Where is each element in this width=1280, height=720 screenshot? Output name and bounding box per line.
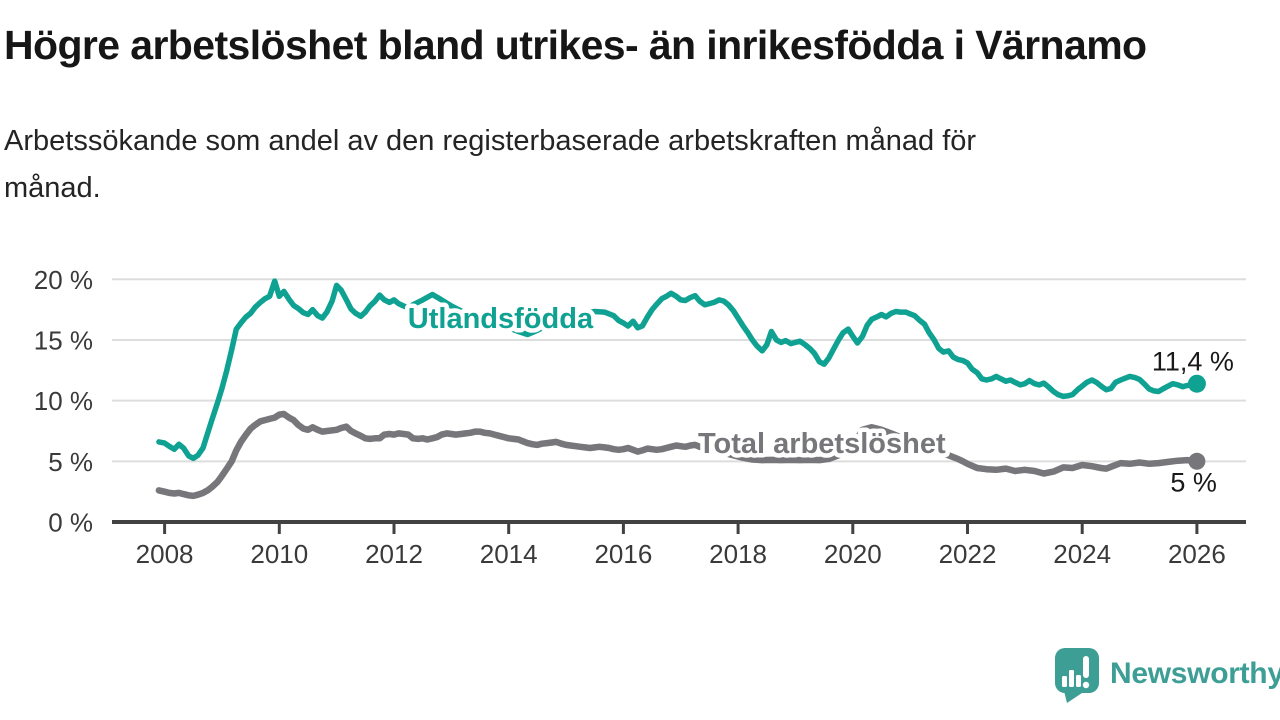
series-label-total: Total arbetslöshet: [698, 428, 946, 460]
x-tick-label: 2014: [480, 539, 538, 569]
x-tick-label: 2020: [824, 539, 882, 569]
end-dot-total: [1188, 452, 1206, 470]
x-tick-label: 2022: [939, 539, 997, 569]
end-dot-utlandsfodda: [1187, 374, 1206, 393]
end-value-label-total: 5 %: [1170, 467, 1217, 497]
y-tick-label: 5 %: [48, 447, 93, 477]
series-line-utlandsfodda: [156, 278, 1200, 462]
x-tick-label: 2012: [365, 539, 423, 569]
subtitle-line: Arbetssökande som andel av den registerb…: [4, 125, 977, 157]
bar-chart-exclamation-glyph: [1062, 656, 1090, 689]
y-tick-label: 0 %: [48, 508, 93, 538]
newsworthy-logo: Newsworthy: [1051, 645, 1280, 703]
y-tick-label: 15 %: [34, 325, 93, 355]
chart-subtitle: Arbetssökande som andel av den registerb…: [4, 118, 976, 212]
newsworthy-logo-text: Newsworthy: [1110, 657, 1280, 690]
subtitle-line: månad.: [4, 172, 101, 204]
y-tick-label: 10 %: [34, 386, 93, 416]
x-tick-label: 2024: [1053, 539, 1111, 569]
series-line-total: [155, 410, 1201, 500]
series-label-utlandsfodda: Utlandsfödda: [408, 303, 594, 335]
end-value-label-utlandsfodda: 11,4 %: [1152, 347, 1234, 377]
x-tick-label: 2008: [136, 539, 194, 569]
page-title: Högre arbetslöshet bland utrikes- än inr…: [4, 22, 1147, 68]
bar-chart-speech-bubble-icon: [1055, 648, 1099, 703]
x-tick-label: 2026: [1168, 539, 1226, 569]
x-tick-label: 2016: [594, 539, 652, 569]
x-tick-label: 2018: [709, 539, 767, 569]
x-tick-label: 2010: [250, 539, 308, 569]
y-tick-label: 20 %: [34, 265, 93, 295]
